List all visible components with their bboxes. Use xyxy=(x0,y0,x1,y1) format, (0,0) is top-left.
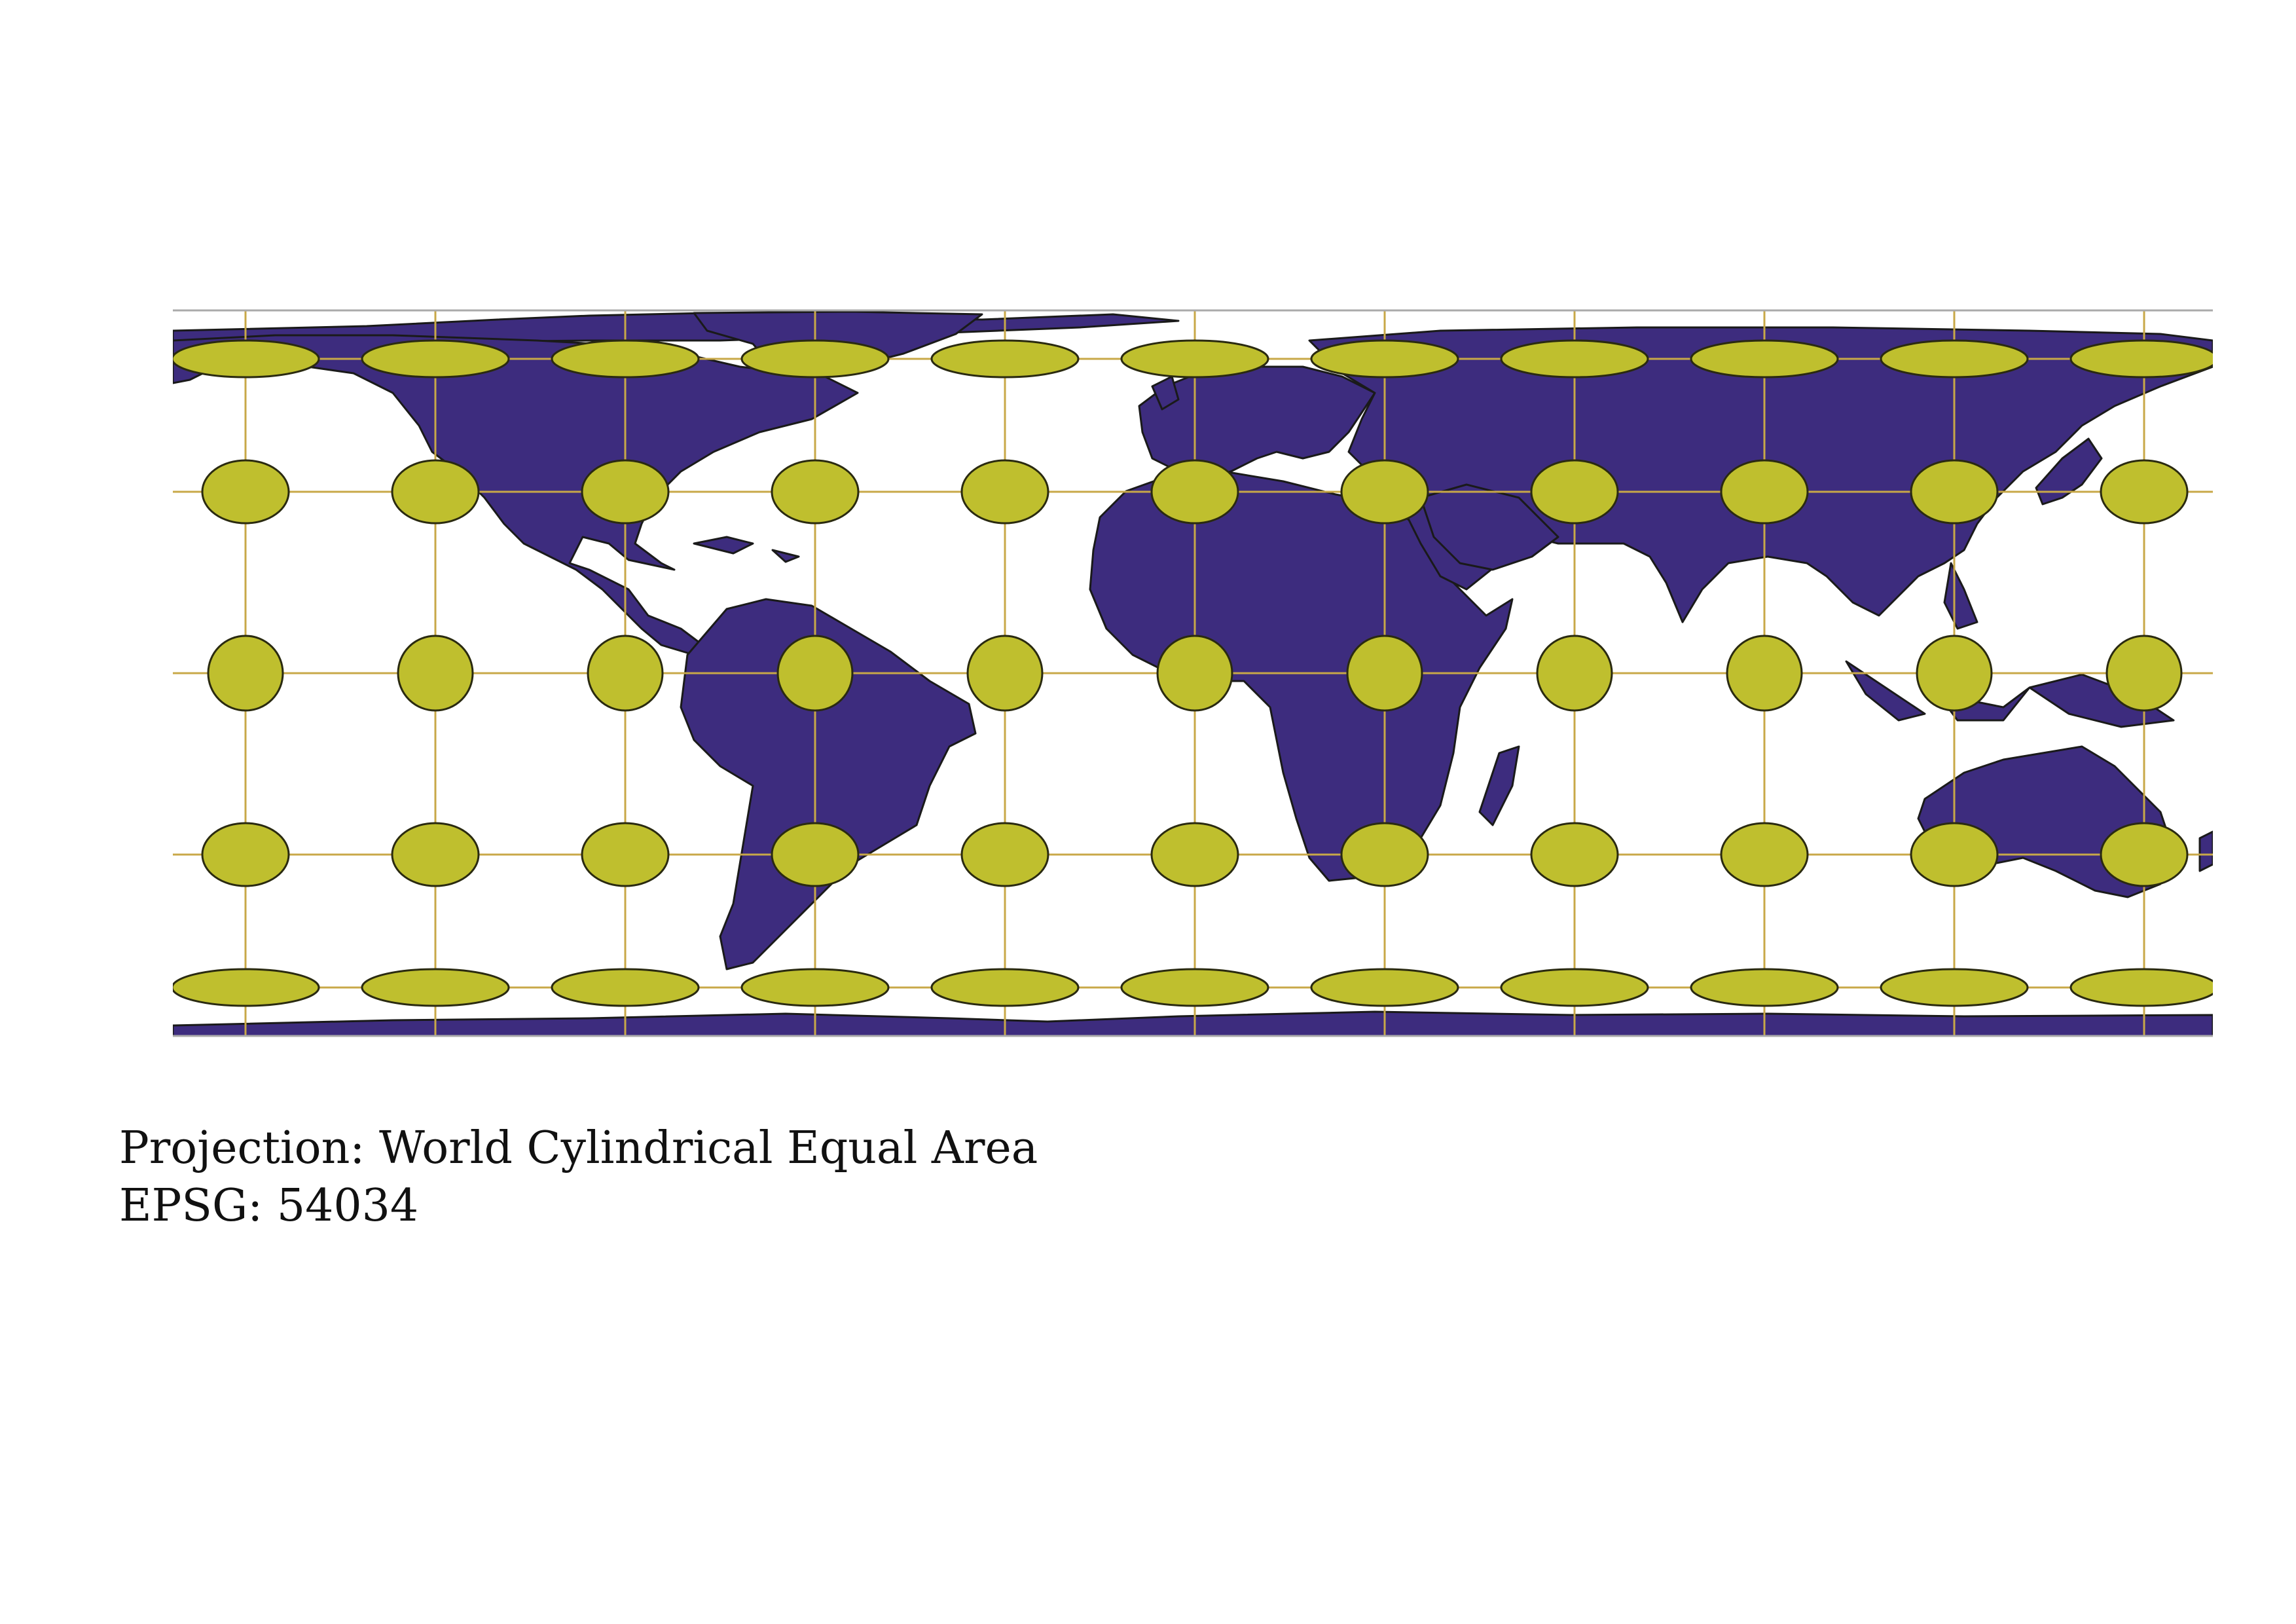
tissot-ellipse xyxy=(1150,459,1239,525)
tissot-ellipse xyxy=(1530,459,1619,525)
tissot-ellipse xyxy=(1720,459,1809,525)
tissot-ellipse xyxy=(960,459,1049,525)
tissot-ellipse xyxy=(581,822,670,887)
map-caption: Projection: World Cylindrical Equal Area… xyxy=(119,1120,1038,1235)
tissot-ellipse xyxy=(551,339,700,378)
tissot-ellipse xyxy=(2100,822,2189,887)
tissot-ellipse xyxy=(397,635,474,712)
antarctica xyxy=(173,1010,2213,1036)
tissot-ellipse xyxy=(930,968,1080,1007)
tissot-ellipse xyxy=(391,459,480,525)
caribbean-islands xyxy=(693,536,800,563)
british-isles xyxy=(1151,375,1180,411)
projection-label: Projection: World Cylindrical Equal Area xyxy=(119,1122,1038,1174)
tissot-ellipse xyxy=(1340,822,1429,887)
tissot-ellipse xyxy=(1500,339,1649,378)
tissot-ellipse xyxy=(930,339,1080,378)
tissot-ellipse xyxy=(173,968,320,1007)
tissot-ellipse xyxy=(1120,968,1269,1007)
tissot-ellipse xyxy=(1880,968,2029,1007)
tissot-ellipse xyxy=(2069,339,2213,378)
tissot-ellipse xyxy=(1690,339,1839,378)
new-zealand xyxy=(2198,830,2213,872)
tissot-ellipse xyxy=(587,635,664,712)
tissot-ellipse xyxy=(391,822,480,887)
tissot-ellipse xyxy=(1916,635,1993,712)
tissot-ellipse xyxy=(581,459,670,525)
tissot-ellipse xyxy=(1500,968,1649,1007)
tissot-ellipse xyxy=(776,635,854,712)
tissot-ellipse xyxy=(1530,822,1619,887)
tissot-indicatrices xyxy=(173,339,2213,1007)
tissot-ellipse xyxy=(1910,822,1999,887)
tissot-ellipse xyxy=(361,339,510,378)
southeast-asia-islands xyxy=(1845,562,2175,728)
tissot-ellipse xyxy=(1120,339,1269,378)
tissot-ellipse xyxy=(1150,822,1239,887)
tissot-ellipse xyxy=(1310,968,1459,1007)
tissot-ellipse xyxy=(551,968,700,1007)
tissot-ellipse xyxy=(771,822,860,887)
madagascar xyxy=(1478,745,1520,826)
tissot-ellipse xyxy=(1340,459,1429,525)
tissot-ellipse xyxy=(960,822,1049,887)
tissot-ellipse xyxy=(1536,635,1613,712)
tissot-ellipse xyxy=(1156,635,1233,712)
north-america xyxy=(173,334,859,656)
tissot-ellipse xyxy=(173,339,320,378)
tissot-ellipse xyxy=(1690,968,1839,1007)
tissot-ellipse xyxy=(1910,459,1999,525)
arabian-peninsula xyxy=(1419,483,1559,571)
tissot-ellipse xyxy=(1720,822,1809,887)
tissot-ellipse xyxy=(201,822,290,887)
tissot-ellipse xyxy=(2105,635,2183,712)
epsg-label: EPSG: 54034 xyxy=(119,1180,419,1232)
tissot-ellipse xyxy=(1880,339,2029,378)
map-frame xyxy=(173,309,2213,1037)
tissot-ellipse xyxy=(201,459,290,525)
tissot-ellipse xyxy=(1310,339,1459,378)
tissot-ellipse xyxy=(361,968,510,1007)
tissot-ellipse xyxy=(966,635,1044,712)
tissot-ellipse xyxy=(740,968,890,1007)
tissot-ellipse xyxy=(207,635,284,712)
tissot-ellipse xyxy=(1346,635,1423,712)
tissot-ellipse xyxy=(1726,635,1803,712)
tissot-ellipse xyxy=(771,459,860,525)
tissot-ellipse xyxy=(2069,968,2213,1007)
tissot-ellipse xyxy=(2100,459,2189,525)
tissot-ellipse xyxy=(740,339,890,378)
